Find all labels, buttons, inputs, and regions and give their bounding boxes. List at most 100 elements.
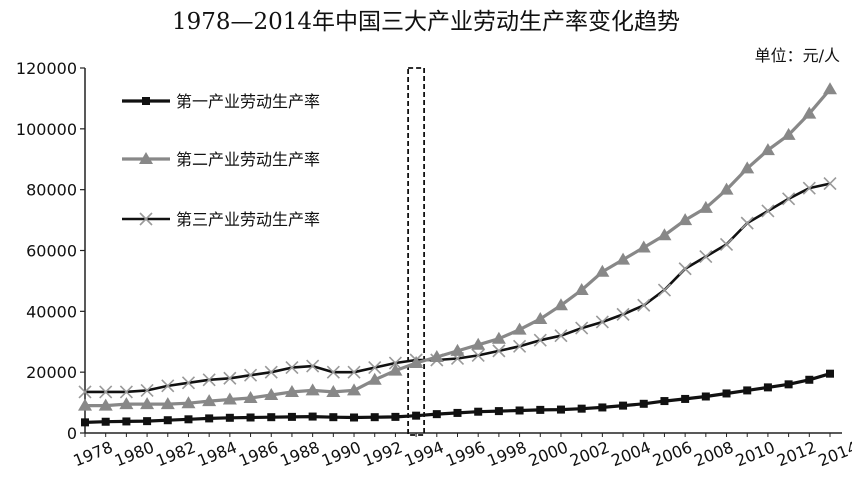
data-point [119, 397, 134, 410]
data-point [784, 380, 793, 389]
data-point [743, 386, 752, 395]
data-point [184, 415, 193, 424]
data-point [243, 368, 258, 382]
data-point [575, 321, 589, 335]
legend-swatch-marker [142, 97, 150, 105]
data-point [513, 339, 527, 353]
data-point [285, 361, 299, 375]
data-point [616, 252, 631, 265]
data-point [202, 394, 217, 407]
data-point [267, 413, 276, 422]
data-point [781, 127, 796, 140]
data-point [409, 356, 424, 369]
data-point [802, 106, 817, 119]
data-point [81, 418, 89, 427]
data-point [491, 331, 506, 344]
series-2 [78, 82, 837, 411]
x-tick-label: 1998 [484, 437, 529, 470]
data-point [163, 416, 172, 425]
y-tick-label: 120000 [16, 59, 77, 78]
data-point [101, 417, 110, 426]
data-point [699, 250, 713, 264]
data-point [719, 182, 734, 195]
data-point [782, 192, 796, 206]
data-point [619, 401, 628, 410]
data-point [657, 283, 672, 297]
data-point [598, 403, 607, 412]
data-point [512, 322, 527, 335]
x-tick-label: 1986 [236, 437, 281, 470]
data-point [181, 396, 196, 409]
data-point [161, 379, 175, 393]
legend-item-3: 第三产业劳动生产率 [122, 210, 320, 229]
legend-label: 第一产业劳动生产率 [176, 92, 320, 111]
data-point [429, 349, 444, 362]
data-point [657, 228, 672, 241]
legend-label: 第三产业劳动生产率 [176, 210, 320, 229]
data-point [763, 383, 772, 392]
data-point [78, 385, 92, 399]
data-point [388, 356, 402, 370]
data-point [122, 417, 131, 426]
data-point [616, 307, 630, 321]
data-point [515, 406, 524, 415]
data-point [347, 383, 362, 396]
x-tick-label: 2012 [774, 437, 819, 470]
legend-swatch-marker [139, 152, 153, 164]
x-tick-label: 2008 [691, 437, 736, 470]
data-point [639, 399, 648, 408]
highlight-box-1994 [407, 67, 426, 436]
data-point [823, 177, 837, 191]
data-point [698, 200, 713, 213]
data-point [432, 410, 441, 419]
data-point [722, 389, 731, 398]
data-point [740, 161, 755, 174]
data-point [761, 204, 775, 218]
x-tick-label: 2014 [816, 437, 852, 470]
data-point [225, 413, 234, 422]
data-point [140, 397, 155, 410]
data-point [243, 391, 258, 404]
y-tick-label: 20000 [26, 363, 77, 382]
x-tick-label: 1988 [277, 437, 322, 470]
data-point [329, 413, 338, 422]
data-point [246, 413, 255, 422]
data-point [471, 337, 486, 350]
data-point [536, 405, 545, 414]
x-tick-label: 2002 [567, 437, 612, 470]
data-point [533, 311, 548, 324]
data-point [287, 412, 296, 421]
data-point [660, 397, 669, 406]
data-point [284, 384, 299, 397]
data-point [574, 283, 589, 296]
data-point [306, 359, 320, 373]
x-tick-label: 1982 [153, 437, 198, 470]
data-point [637, 298, 651, 312]
data-point [370, 413, 379, 422]
series-3 [78, 177, 837, 399]
data-point [140, 383, 154, 397]
x-tick-label: 1984 [195, 437, 240, 470]
data-point [223, 371, 237, 385]
y-tick-label: 60000 [26, 242, 77, 261]
data-point [471, 348, 485, 363]
data-point [805, 375, 814, 384]
y-tick-label: 80000 [26, 181, 77, 200]
x-tick-label: 1990 [319, 437, 364, 470]
data-point [391, 412, 400, 421]
chart-title: 1978—2014年中国三大产业劳动生产率变化趋势 [171, 9, 681, 35]
x-tick-label: 1992 [360, 437, 405, 470]
data-point [556, 405, 565, 414]
data-point [326, 365, 340, 379]
data-point [368, 361, 382, 375]
y-tick-label: 0 [67, 424, 77, 443]
legend-label: 第二产业劳动生产率 [176, 150, 320, 169]
data-point [678, 213, 693, 226]
data-point [367, 372, 382, 385]
data-point [494, 407, 503, 416]
data-point [740, 216, 754, 230]
data-point [222, 392, 237, 405]
data-point [595, 264, 610, 277]
